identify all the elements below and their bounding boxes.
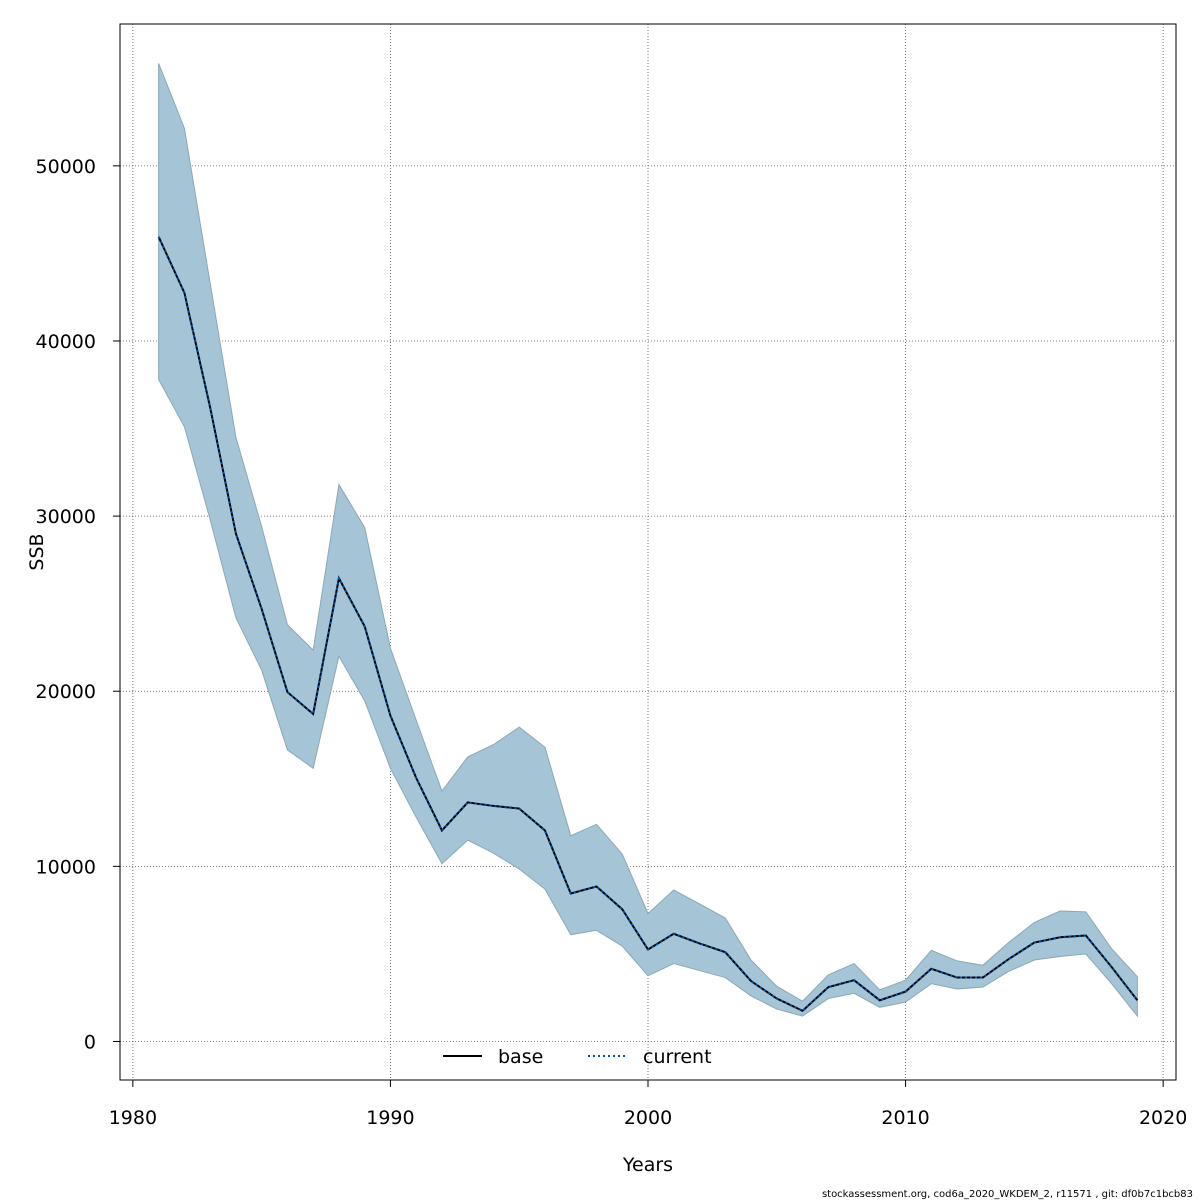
legend-label-base: base bbox=[498, 1046, 543, 1068]
grid bbox=[120, 24, 1176, 1080]
y-axis-title: SSB bbox=[26, 533, 48, 570]
x-tick-label: 2010 bbox=[881, 1107, 929, 1129]
x-tick-label: 1980 bbox=[109, 1107, 157, 1129]
y-tick-label: 30000 bbox=[36, 506, 96, 528]
confidence-band-layer bbox=[158, 63, 1138, 1018]
legend-label-current: current bbox=[643, 1046, 712, 1068]
x-tick-label: 1990 bbox=[366, 1107, 414, 1129]
series-line-current bbox=[157, 236, 1139, 1013]
axes: 1980 1990 2000 2010 2020 0 10000 20000 30000 4000… bbox=[36, 156, 1188, 1129]
footer-credit: stockassessment.org, cod6a_2020_WKDEM_2,… bbox=[822, 1189, 1193, 1200]
x-axis-title: Years bbox=[622, 1154, 673, 1176]
x-tick-label: 2020 bbox=[1139, 1107, 1187, 1129]
y-tick-label: 0 bbox=[84, 1031, 96, 1053]
x-tick-label: 2000 bbox=[624, 1107, 672, 1129]
legend: base current bbox=[443, 1046, 712, 1068]
y-tick-label: 10000 bbox=[36, 856, 96, 878]
confidence-band bbox=[158, 63, 1138, 1018]
y-tick-label: 20000 bbox=[36, 681, 96, 703]
y-tick-label: 50000 bbox=[36, 156, 96, 178]
y-tick-label: 40000 bbox=[36, 331, 96, 353]
series-lines-layer bbox=[157, 236, 1139, 1013]
